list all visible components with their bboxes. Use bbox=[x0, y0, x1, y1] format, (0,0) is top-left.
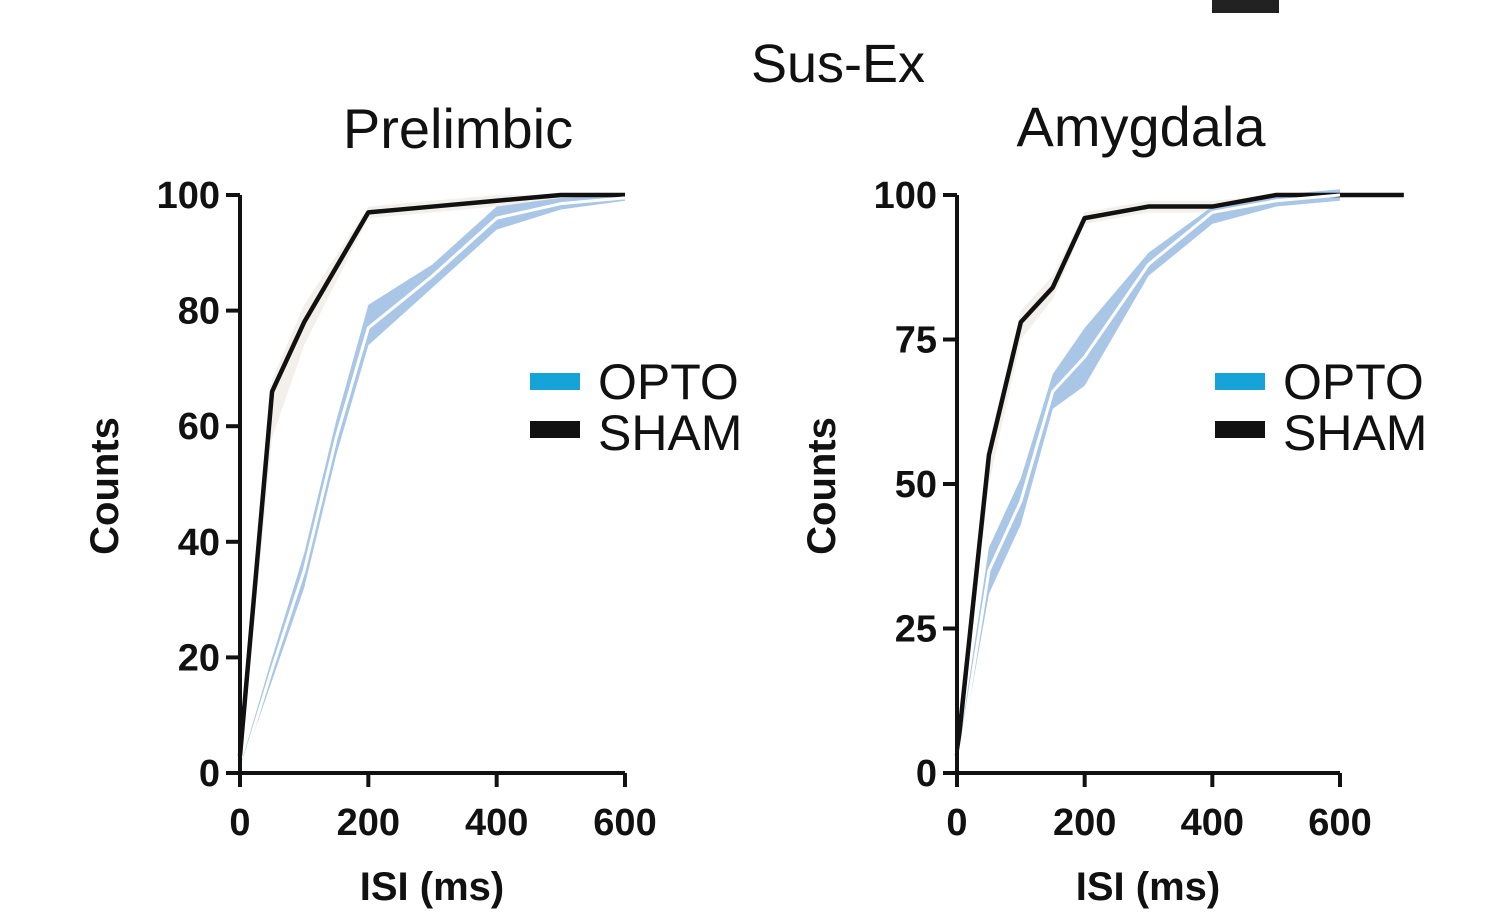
x-tick-label: 200 bbox=[337, 802, 400, 844]
chart-title: Prelimbic bbox=[343, 97, 573, 160]
legend-label-opto: OPTO bbox=[1283, 354, 1424, 410]
chart-panel-prelimbic: Prelimbic 0 20 40 60 80 100 0 200 400 600 ISI (ms… bbox=[83, 97, 742, 909]
corner-mark bbox=[1212, 0, 1279, 13]
legend: OPTO SHAM bbox=[1215, 354, 1427, 461]
y-tick-label: 0 bbox=[199, 753, 220, 795]
y-tick-label: 50 bbox=[895, 464, 937, 506]
x-axis-label: ISI (ms) bbox=[360, 865, 504, 909]
legend-label-opto: OPTO bbox=[598, 354, 739, 410]
legend-label-sham: SHAM bbox=[598, 405, 742, 461]
legend-swatch-sham bbox=[1215, 421, 1265, 438]
line-opto bbox=[955, 193, 1341, 774]
axes: 0 20 40 60 80 100 0 200 400 600 bbox=[157, 175, 657, 844]
x-tick-label: 0 bbox=[229, 802, 250, 844]
plot-area bbox=[237, 192, 626, 774]
legend-swatch-opto bbox=[1215, 373, 1265, 390]
chart-panel-amygdala: Amygdala 0 25 50 75 100 0 200 400 600 ISI (ms) C… bbox=[800, 95, 1427, 909]
y-tick-label: 80 bbox=[178, 291, 220, 333]
x-tick-label: 600 bbox=[593, 802, 656, 844]
x-tick-label: 200 bbox=[1053, 802, 1116, 844]
y-axis-label: Counts bbox=[83, 417, 127, 555]
legend-swatch-opto bbox=[530, 373, 580, 390]
y-tick-label: 100 bbox=[157, 175, 220, 217]
y-tick-label: 75 bbox=[895, 320, 937, 362]
x-tick-label: 400 bbox=[1181, 802, 1244, 844]
axes: 0 25 50 75 100 0 200 400 600 bbox=[874, 175, 1372, 844]
x-tick-label: 600 bbox=[1308, 802, 1371, 844]
y-tick-label: 25 bbox=[895, 609, 937, 651]
x-tick-label: 0 bbox=[946, 802, 967, 844]
x-axis-label: ISI (ms) bbox=[1076, 865, 1220, 909]
x-tick-label: 400 bbox=[465, 802, 528, 844]
y-tick-label: 60 bbox=[178, 406, 220, 448]
y-tick-label: 40 bbox=[178, 522, 220, 564]
y-tick-label: 20 bbox=[178, 637, 220, 679]
line-opto bbox=[238, 196, 626, 774]
legend-label-sham: SHAM bbox=[1283, 405, 1427, 461]
y-axis-label: Counts bbox=[800, 417, 844, 555]
line-sham bbox=[237, 192, 625, 756]
legend: OPTO SHAM bbox=[530, 354, 742, 461]
line-sham bbox=[954, 192, 1404, 756]
plot-area bbox=[954, 189, 1404, 774]
band-opto bbox=[957, 189, 1340, 774]
y-tick-label: 100 bbox=[874, 175, 937, 217]
legend-swatch-sham bbox=[530, 421, 580, 438]
chart-title: Amygdala bbox=[1016, 95, 1266, 158]
band-opto bbox=[240, 195, 625, 773]
figure-title: Sus-Ex bbox=[751, 34, 925, 94]
y-tick-label: 0 bbox=[916, 753, 937, 795]
